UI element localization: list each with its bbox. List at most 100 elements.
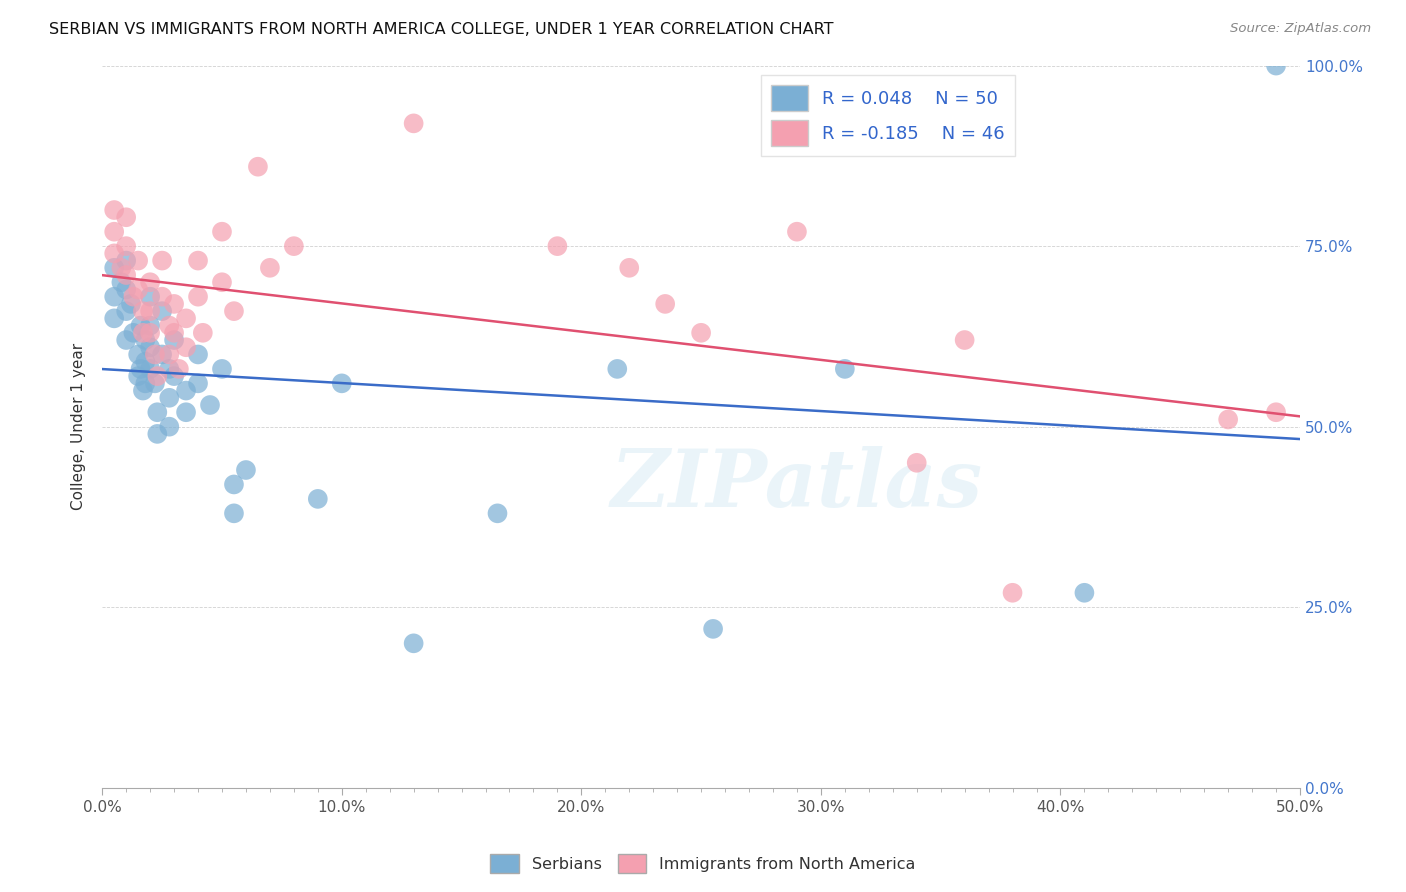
Point [134,333,156,347]
Point [187,253,209,268]
Point [546,239,568,253]
Point [163,369,186,384]
Point [1001,586,1024,600]
Point [1073,586,1095,600]
Point [146,426,169,441]
Point [143,347,166,361]
Point [122,290,145,304]
Point [127,369,149,384]
Point [103,311,125,326]
Point [157,347,180,361]
Point [198,398,221,412]
Point [163,297,186,311]
Point [222,477,245,491]
Point [115,268,138,282]
Point [129,318,152,333]
Point [115,283,138,297]
Point [139,340,162,354]
Point [187,347,209,361]
Point [402,116,425,130]
Y-axis label: College, Under 1 year: College, Under 1 year [72,343,86,510]
Text: ZIPatlas: ZIPatlas [610,446,983,524]
Point [167,362,190,376]
Point [132,326,155,340]
Point [235,463,257,477]
Point [110,260,132,275]
Point [187,290,209,304]
Point [132,384,155,398]
Point [654,297,676,311]
Point [129,362,152,376]
Point [122,326,145,340]
Point [115,333,138,347]
Point [139,275,162,289]
Text: SERBIAN VS IMMIGRANTS FROM NORTH AMERICA COLLEGE, UNDER 1 YEAR CORRELATION CHART: SERBIAN VS IMMIGRANTS FROM NORTH AMERICA… [49,22,834,37]
Point [110,275,132,289]
Point [139,362,162,376]
Point [834,362,856,376]
Point [163,333,186,347]
Point [103,260,125,275]
Point [157,419,180,434]
Point [283,239,305,253]
Point [246,160,269,174]
Point [211,362,233,376]
Point [150,290,173,304]
Point [486,506,509,520]
Point [259,260,281,275]
Point [953,333,976,347]
Point [174,384,197,398]
Point [619,260,641,275]
Point [132,304,155,318]
Point [115,211,138,225]
Point [146,369,169,384]
Point [127,347,149,361]
Point [139,290,162,304]
Point [134,376,156,391]
Point [150,253,173,268]
Point [157,362,180,376]
Point [330,376,353,391]
Point [187,376,209,391]
Point [115,239,138,253]
Legend: Serbians, Immigrants from North America: Serbians, Immigrants from North America [484,847,922,880]
Point [786,225,808,239]
Point [402,636,425,650]
Point [120,297,142,311]
Point [157,391,180,405]
Point [690,326,713,340]
Point [139,326,162,340]
Point [174,340,197,354]
Point [211,275,233,289]
Point [174,311,197,326]
Point [905,456,928,470]
Legend: R = 0.048    N = 50, R = -0.185    N = 46: R = 0.048 N = 50, R = -0.185 N = 46 [761,75,1015,156]
Point [115,304,138,318]
Point [211,225,233,239]
Point [134,354,156,368]
Point [307,491,329,506]
Point [127,253,149,268]
Point [150,347,173,361]
Point [702,622,724,636]
Point [139,304,162,318]
Point [103,202,125,217]
Point [143,376,166,391]
Point [157,318,180,333]
Point [103,246,125,260]
Point [146,405,169,419]
Point [103,225,125,239]
Point [115,253,138,268]
Point [174,405,197,419]
Point [1265,405,1288,419]
Point [103,290,125,304]
Text: Source: ZipAtlas.com: Source: ZipAtlas.com [1230,22,1371,36]
Point [191,326,214,340]
Point [150,304,173,318]
Point [163,326,186,340]
Point [606,362,628,376]
Point [1265,59,1288,73]
Point [127,283,149,297]
Point [222,304,245,318]
Point [139,318,162,333]
